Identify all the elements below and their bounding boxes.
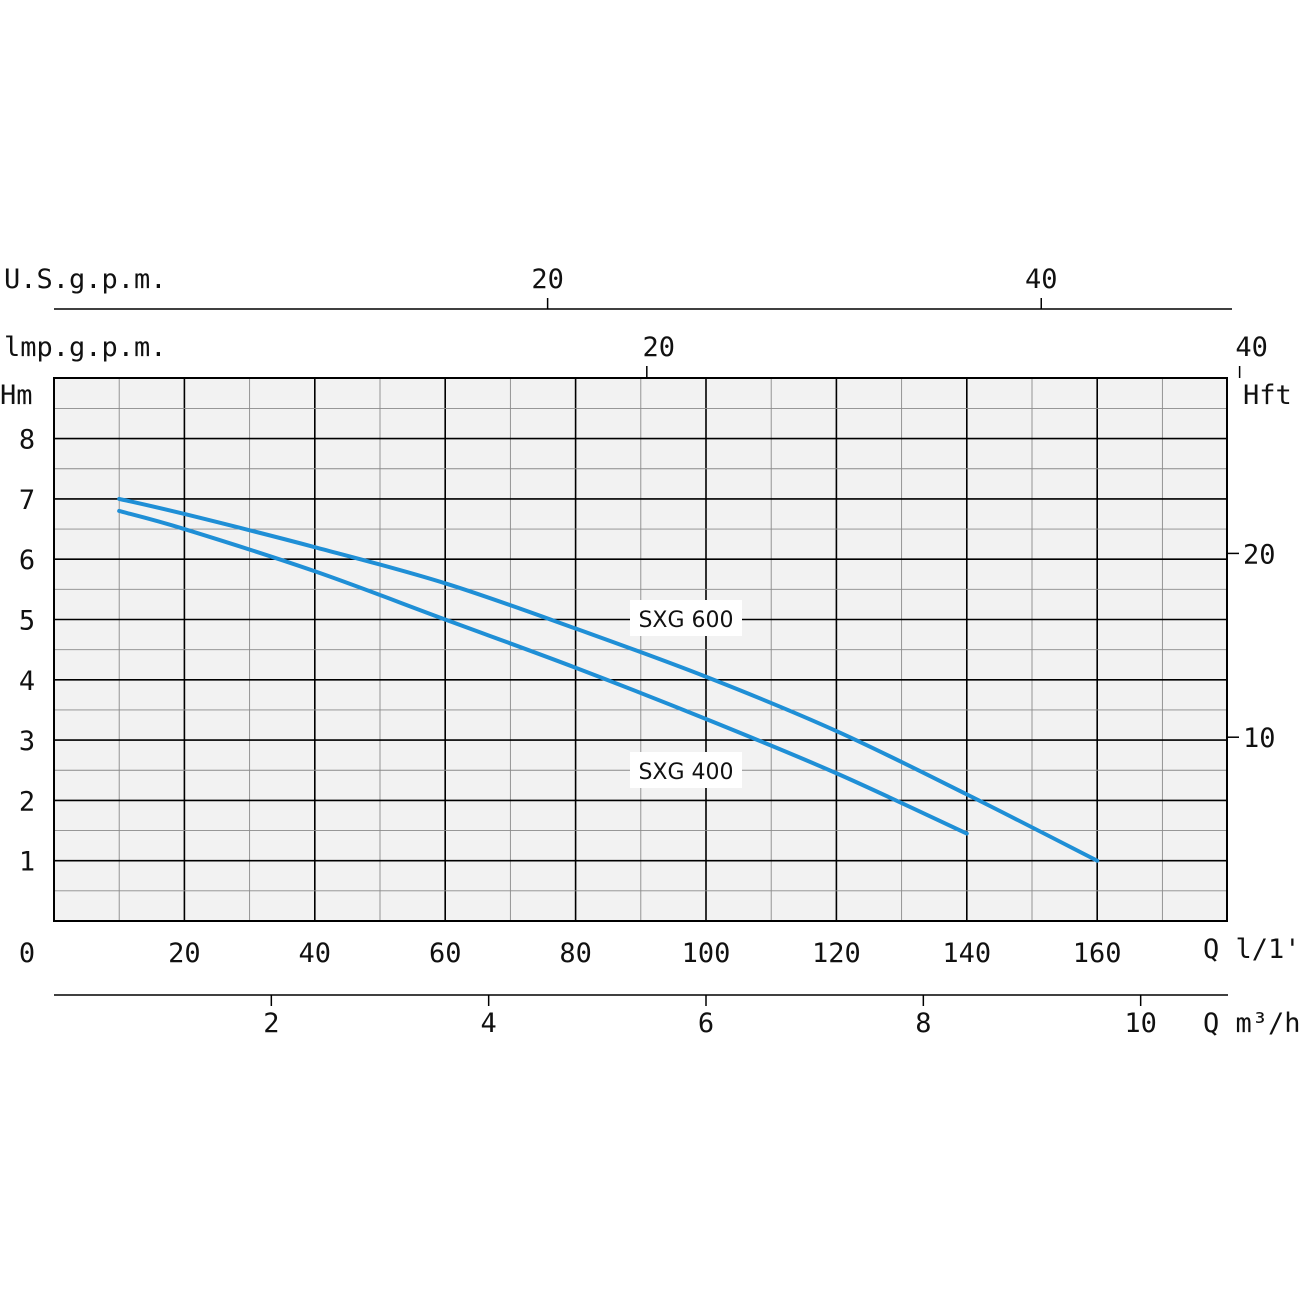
y-tick-label: 8 xyxy=(19,425,35,456)
x-tick-label: 20 xyxy=(168,938,201,969)
m3h-tick-label: 2 xyxy=(263,1008,279,1039)
m3h-tick-label: 10 xyxy=(1124,1008,1157,1039)
right-tick-label: 10 xyxy=(1243,723,1276,754)
plot-frame xyxy=(53,377,1228,922)
y-ticks: 1 2 3 4 5 6 7 8 xyxy=(19,425,35,878)
x-tick-label: 40 xyxy=(299,938,332,969)
y-tick-label: 6 xyxy=(19,545,35,576)
usgpm-ticks: 20 40 xyxy=(531,264,1057,309)
usgpm-axis-label: U.S.g.p.m. xyxy=(4,264,167,295)
m3h-ticks: 2 4 6 8 10 xyxy=(263,995,1157,1039)
y-tick-label: 5 xyxy=(19,606,35,637)
series-label: SXG 600 xyxy=(638,608,733,633)
y-tick-label: 4 xyxy=(19,666,35,697)
x-tick-label: 120 xyxy=(812,938,861,969)
x-axis-label: Q l/1' xyxy=(1203,934,1300,965)
y-axis-label: Hm xyxy=(0,380,33,411)
y-tick-label: 1 xyxy=(19,847,35,878)
series-line-sxg-600 xyxy=(117,496,1100,863)
impgpm-tick-label: 20 xyxy=(643,332,676,363)
x-ticks: 20 40 60 80 100 120 140 160 xyxy=(168,938,1121,969)
usgpm-tick-label: 20 xyxy=(531,264,564,295)
impgpm-axis-label: lmp.g.p.m. xyxy=(4,332,167,363)
series-label: SXG 400 xyxy=(638,760,733,785)
right-ticks: 10 20 xyxy=(1227,539,1276,754)
x-tick-label: 160 xyxy=(1073,938,1122,969)
x-origin-label: 0 xyxy=(19,938,35,969)
impgpm-ticks: 20 40 xyxy=(643,332,1268,378)
x-tick-label: 80 xyxy=(559,938,592,969)
impgpm-tick-label: 40 xyxy=(1235,332,1268,363)
m3h-tick-label: 4 xyxy=(481,1008,497,1039)
usgpm-tick-label: 40 xyxy=(1025,264,1058,295)
m3h-axis-label: Q m³/h xyxy=(1203,1008,1300,1039)
y-tick-label: 7 xyxy=(19,485,35,516)
x-tick-label: 100 xyxy=(682,938,731,969)
y-tick-label: 3 xyxy=(19,726,35,757)
m3h-tick-label: 8 xyxy=(915,1008,931,1039)
m3h-tick-label: 6 xyxy=(698,1008,714,1039)
right-axis-label: Hft xyxy=(1243,380,1292,411)
x-tick-label: 140 xyxy=(942,938,991,969)
x-tick-label: 60 xyxy=(429,938,462,969)
right-tick-label: 20 xyxy=(1243,539,1276,570)
y-tick-label: 2 xyxy=(19,786,35,817)
series-label-bg xyxy=(630,752,742,788)
series-label-bg xyxy=(630,600,742,636)
series-line-sxg-400 xyxy=(117,508,969,836)
series-layer: SXG 600 SXG 400 xyxy=(117,496,1100,863)
